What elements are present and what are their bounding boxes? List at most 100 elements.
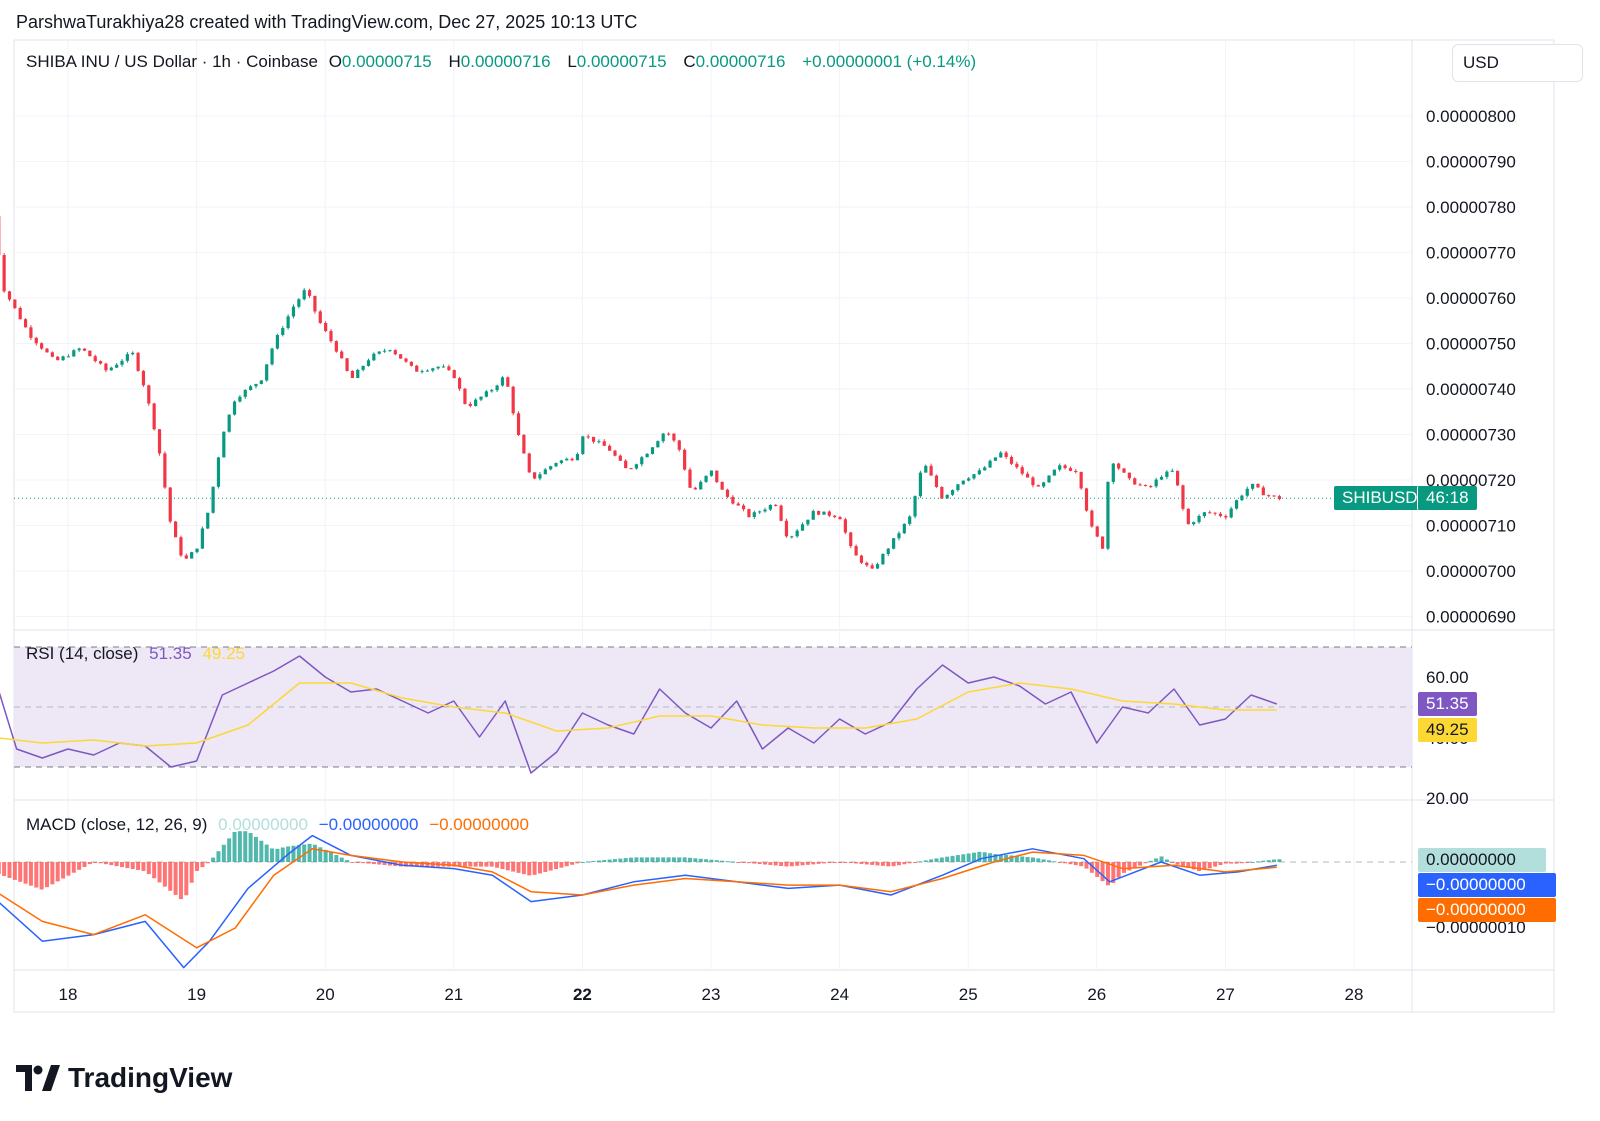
candle-body — [441, 366, 446, 368]
candle-body — [1095, 526, 1099, 537]
candle-body — [656, 441, 660, 448]
candle-body — [784, 520, 789, 537]
histogram-bar — [891, 862, 896, 867]
histogram-bar — [44, 862, 49, 888]
currency-button[interactable]: USD — [1452, 44, 1583, 82]
histogram-bar — [1143, 862, 1148, 864]
candle-body — [731, 496, 735, 504]
candle-body — [1004, 452, 1008, 457]
histogram-bar — [677, 857, 682, 862]
histogram-bar — [537, 862, 542, 874]
histogram-bar — [1122, 862, 1127, 873]
histogram-bar — [629, 857, 634, 862]
histogram-bar — [634, 857, 639, 862]
candle-body — [1272, 495, 1276, 497]
histogram-bar — [1191, 862, 1196, 870]
candle-body — [254, 383, 258, 387]
histogram-bar — [1014, 855, 1019, 862]
histogram-bar — [923, 860, 928, 862]
candle-body — [1192, 522, 1196, 525]
histogram-bar — [805, 862, 810, 865]
histogram-bar — [1052, 861, 1057, 863]
candle-body — [1063, 465, 1067, 469]
histogram-bar — [200, 862, 205, 868]
histogram-bar — [168, 862, 173, 891]
histogram-bar — [575, 862, 580, 864]
candle-body — [715, 470, 719, 483]
histogram-bar — [55, 862, 60, 882]
histogram-bar — [1164, 859, 1169, 862]
candle-body — [313, 295, 317, 312]
high-label: H — [448, 52, 461, 71]
macd-title[interactable]: MACD (close, 12, 26, 9) — [26, 815, 208, 834]
histogram-bar — [800, 862, 805, 866]
candle-body — [495, 385, 499, 391]
rsi-title[interactable]: RSI (14, close) — [26, 644, 139, 663]
rsi-ma-line — [0, 682, 1277, 747]
candle-body — [490, 390, 494, 392]
change-value: +0.00000001 (+0.14%) — [802, 52, 977, 71]
candle-body — [131, 352, 135, 355]
candle-body — [463, 388, 467, 404]
histogram-bar — [18, 862, 23, 882]
histogram-bar — [500, 862, 505, 870]
histogram-bar — [0, 862, 1, 875]
histogram-bar — [1261, 860, 1266, 862]
candle-body — [1197, 516, 1201, 523]
candle-body — [259, 380, 263, 384]
brand-logo[interactable]: TradingView — [16, 1062, 232, 1094]
candle-body — [1100, 536, 1105, 549]
histogram-bar — [157, 862, 162, 883]
histogram-bar — [618, 858, 623, 862]
histogram-bar — [61, 862, 66, 879]
histogram-bar — [66, 862, 71, 876]
candle-body — [774, 504, 778, 506]
histogram-bar — [259, 840, 264, 862]
histogram-bar — [1223, 862, 1228, 864]
candle-body — [543, 469, 547, 475]
price-tick-label: 0.00000740 — [1426, 380, 1516, 399]
candle-body — [302, 290, 306, 300]
histogram-bar — [693, 858, 698, 862]
candle-body — [1042, 482, 1046, 487]
candle-body — [1068, 468, 1073, 471]
histogram-bar — [103, 862, 108, 865]
x-tick-label: 20 — [316, 985, 335, 1004]
price-tick-label: 0.00000780 — [1426, 198, 1516, 217]
candle-body — [404, 358, 408, 362]
histogram-bar — [28, 862, 33, 886]
symbol-label[interactable]: SHIBA INU / US Dollar · 1h · Coinbase — [26, 52, 318, 71]
price-tick-label: 0.00000720 — [1426, 471, 1516, 490]
candle-body — [265, 364, 269, 381]
candle-body — [1170, 470, 1174, 472]
histogram-bar — [130, 862, 135, 870]
candle-body — [61, 356, 65, 361]
histogram-bar — [811, 862, 816, 865]
histogram-bar — [864, 862, 869, 865]
x-tick-label: 26 — [1087, 985, 1106, 1004]
candle-body — [752, 512, 756, 517]
price-tick-label: 0.00000760 — [1426, 289, 1516, 308]
histogram-bar — [468, 862, 473, 867]
rsi-line — [0, 655, 1278, 774]
candle-body — [1074, 470, 1078, 472]
histogram-bar — [1207, 862, 1212, 869]
candle-body — [1154, 479, 1158, 487]
x-tick-label: 18 — [59, 985, 78, 1004]
histogram-bar — [870, 862, 875, 865]
candle-body — [238, 396, 242, 402]
histogram-bar — [248, 833, 253, 862]
candle-body — [50, 352, 54, 357]
histogram-bar — [661, 857, 666, 862]
candle-body — [120, 360, 124, 365]
histogram-bar — [848, 862, 853, 864]
candle-body — [725, 489, 730, 497]
histogram-bar — [816, 862, 821, 864]
histogram-bar — [178, 862, 183, 900]
histogram-bar — [1041, 859, 1046, 862]
histogram-bar — [1009, 855, 1014, 862]
candle-body — [1159, 476, 1164, 480]
candle-body — [806, 519, 810, 525]
rsi-legend: RSI (14, close) 51.35 49.25 — [26, 644, 251, 664]
